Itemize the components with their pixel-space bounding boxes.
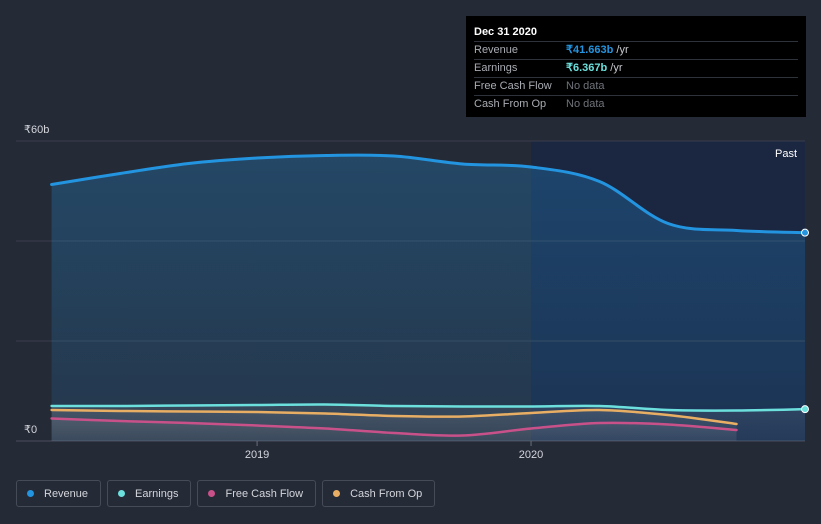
tooltip-row: Revenue ₹41.663b /yr xyxy=(474,41,798,58)
legend-item-earnings[interactable]: Earnings xyxy=(107,480,192,507)
tooltip-row: Cash From Op No data xyxy=(474,95,798,112)
revenue-end-point xyxy=(801,228,809,237)
y-tick-label: ₹0 xyxy=(24,424,37,436)
legend-dot-icon xyxy=(208,490,216,497)
tooltip-row-value: No data xyxy=(566,98,605,110)
legend-item-revenue[interactable]: Revenue xyxy=(16,480,102,507)
legend-label: Earnings xyxy=(135,487,179,500)
tooltip-row-label: Earnings xyxy=(474,62,518,74)
tooltip-row-value: ₹6.367b /yr xyxy=(566,62,623,74)
tooltip-date: Dec 31 2020 xyxy=(474,26,537,38)
y-tick-label: ₹60b xyxy=(24,124,49,136)
legend: Revenue Earnings Free Cash Flow Cash From O… xyxy=(16,480,436,507)
legend-item-free-cash-flow[interactable]: Free Cash Flow xyxy=(197,480,317,507)
tooltip-row-value: No data xyxy=(566,80,605,92)
tooltip-row-label: Revenue xyxy=(474,44,519,56)
tooltip: Dec 31 2020 Revenue ₹41.663b /yr Earnings ₹… xyxy=(466,16,806,117)
revenue-line xyxy=(50,153,807,235)
legend-dot-icon xyxy=(27,490,34,497)
x-tick-label: 2019 xyxy=(245,449,269,461)
past-label: Past xyxy=(775,148,797,160)
revenue-area xyxy=(51,155,806,441)
legend-item-cash-from-op[interactable]: Cash From Op xyxy=(322,480,436,507)
earnings-end-point xyxy=(801,405,809,414)
tooltip-row-value: ₹41.663b /yr xyxy=(566,44,629,56)
cash-from-op-area xyxy=(51,409,737,441)
legend-label: Free Cash Flow xyxy=(225,487,304,500)
free-cash-flow-line xyxy=(50,417,738,437)
tooltip-row-label: Free Cash Flow xyxy=(474,80,552,92)
tooltip-row: Earnings ₹6.367b /yr xyxy=(474,59,798,76)
legend-label: Cash From Op xyxy=(350,487,423,500)
legend-dot-icon xyxy=(118,490,126,497)
legend-dot-icon xyxy=(333,490,341,497)
tooltip-row-label: Cash From Op xyxy=(474,98,547,110)
cash-from-op-line xyxy=(50,408,738,426)
earnings-line xyxy=(50,403,807,412)
x-tick-label: 2020 xyxy=(519,449,543,461)
tooltip-row: Free Cash Flow No data xyxy=(474,77,798,94)
legend-label: Revenue xyxy=(44,487,89,500)
